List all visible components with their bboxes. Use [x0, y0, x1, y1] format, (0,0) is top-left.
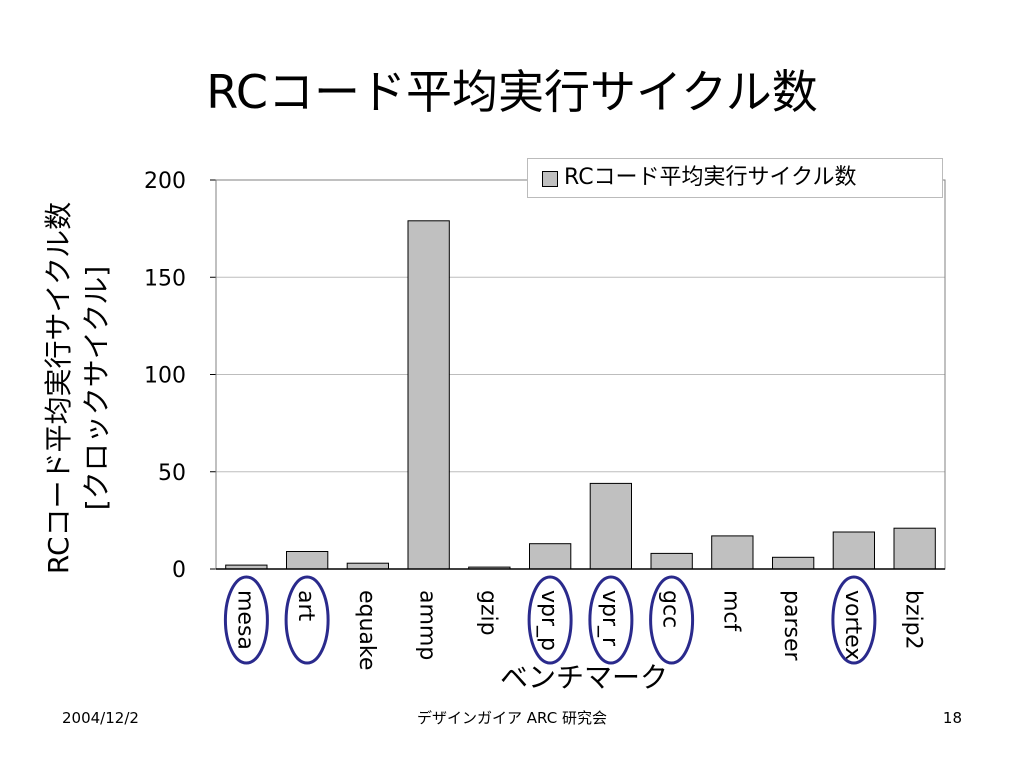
legend-label: RCコード平均実行サイクル数	[564, 165, 857, 190]
y-tick-label: 200	[144, 169, 186, 194]
x-tick-label-vortex: vortex	[840, 590, 865, 660]
bar-ammp	[407, 220, 450, 570]
highlight-circle-art	[284, 575, 330, 665]
x-tick-label-parser: parser	[779, 590, 804, 661]
bar-equake	[346, 562, 390, 570]
x-tick-label-art: art	[293, 590, 318, 622]
highlight-circle-vpr_p	[527, 575, 573, 665]
highlight-circle-mesa	[223, 575, 269, 665]
bar-mcf	[711, 535, 754, 570]
bar-art	[286, 551, 329, 570]
legend: RCコード平均実行サイクル数	[527, 158, 943, 198]
highlight-circle-vpr_r	[588, 575, 634, 665]
bar-gcc	[650, 552, 693, 570]
legend-swatch	[542, 171, 558, 187]
x-tick-label-equake: equake	[354, 590, 379, 670]
y-tick-label: 50	[158, 461, 186, 486]
bar-bzip2	[893, 527, 936, 570]
bar-parser	[772, 556, 815, 570]
x-tick-label-gzip: gzip	[475, 590, 500, 636]
x-tick-label-mesa: mesa	[232, 590, 257, 650]
y-tick-label: 0	[172, 558, 186, 583]
highlight-circle-gcc	[649, 575, 695, 665]
y-tick-label: 150	[144, 266, 186, 291]
footer-center: デザインガイア ARC 研究会	[417, 709, 607, 727]
y-tick-label: 100	[144, 364, 186, 389]
footer-date: 2004/12/2	[62, 709, 139, 727]
x-axis-label: ベンチマーク	[499, 661, 668, 694]
page-number: 18	[942, 709, 962, 727]
bar-vpr_p	[529, 543, 572, 570]
x-tick-label-mcf: mcf	[718, 590, 743, 633]
highlight-circle-vortex	[831, 575, 877, 665]
slide-title: RCコード平均実行サイクル数	[206, 65, 818, 119]
x-tick-label-vpr_p: vpr_p	[536, 590, 561, 651]
x-tick-label-bzip2: bzip2	[901, 590, 926, 650]
bar-vortex	[832, 531, 876, 570]
bar-vpr_r	[589, 482, 633, 570]
x-tick-label-ammp: ammp	[415, 590, 440, 660]
x-tick-label-gcc: gcc	[658, 590, 683, 628]
x-tick-label-vpr_r: vpr_r	[597, 590, 622, 647]
